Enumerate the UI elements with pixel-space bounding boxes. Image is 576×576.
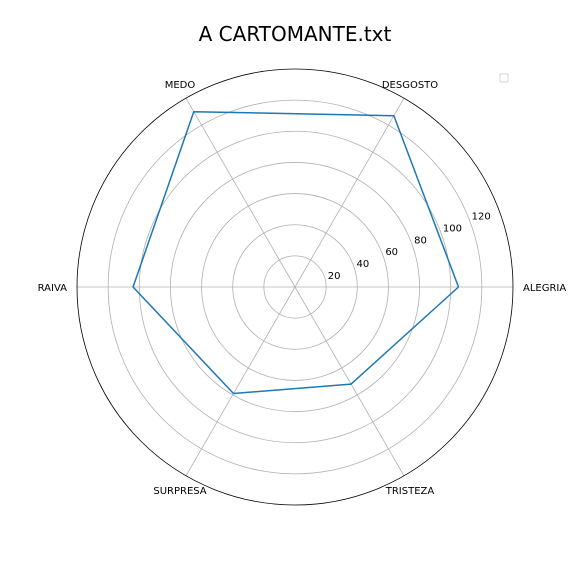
grid-spoke: [185, 286, 296, 476]
radar-grid: [76, 68, 514, 506]
category-label-raiva: RAIVA: [38, 283, 68, 294]
series-layer: [132, 110, 460, 395]
category-label-surpresa: SURPRESA: [153, 486, 206, 497]
radial-tick-label: 60: [385, 247, 398, 258]
category-label-tristeza: TRISTEZA: [385, 486, 435, 497]
category-label-medo: MEDO: [165, 80, 196, 91]
chart-title: A CARTOMANTE.txt: [199, 22, 392, 46]
grid-spoke: [294, 286, 405, 476]
radial-tick-label: 40: [357, 259, 370, 270]
series-line-0: [132, 110, 460, 395]
radial-tick-label: 120: [472, 211, 491, 222]
legend-box: [499, 73, 509, 83]
category-label-desgosto: DESGOSTO: [382, 80, 438, 91]
radial-tick-label: 100: [443, 223, 462, 234]
grid-spoke: [294, 98, 405, 288]
polar-frame: [76, 68, 514, 506]
category-labels: ALEGRIA DESGOSTO MEDO RAIVA SURPRESA TRISTEZA: [38, 80, 567, 497]
category-label-alegria: ALEGRIA: [523, 283, 566, 294]
radial-tick-label: 80: [414, 235, 427, 246]
grid-spoke: [185, 98, 296, 288]
radial-tick-labels: 20 40 60 80 100 120: [328, 211, 491, 282]
radial-tick-label: 20: [328, 271, 341, 282]
